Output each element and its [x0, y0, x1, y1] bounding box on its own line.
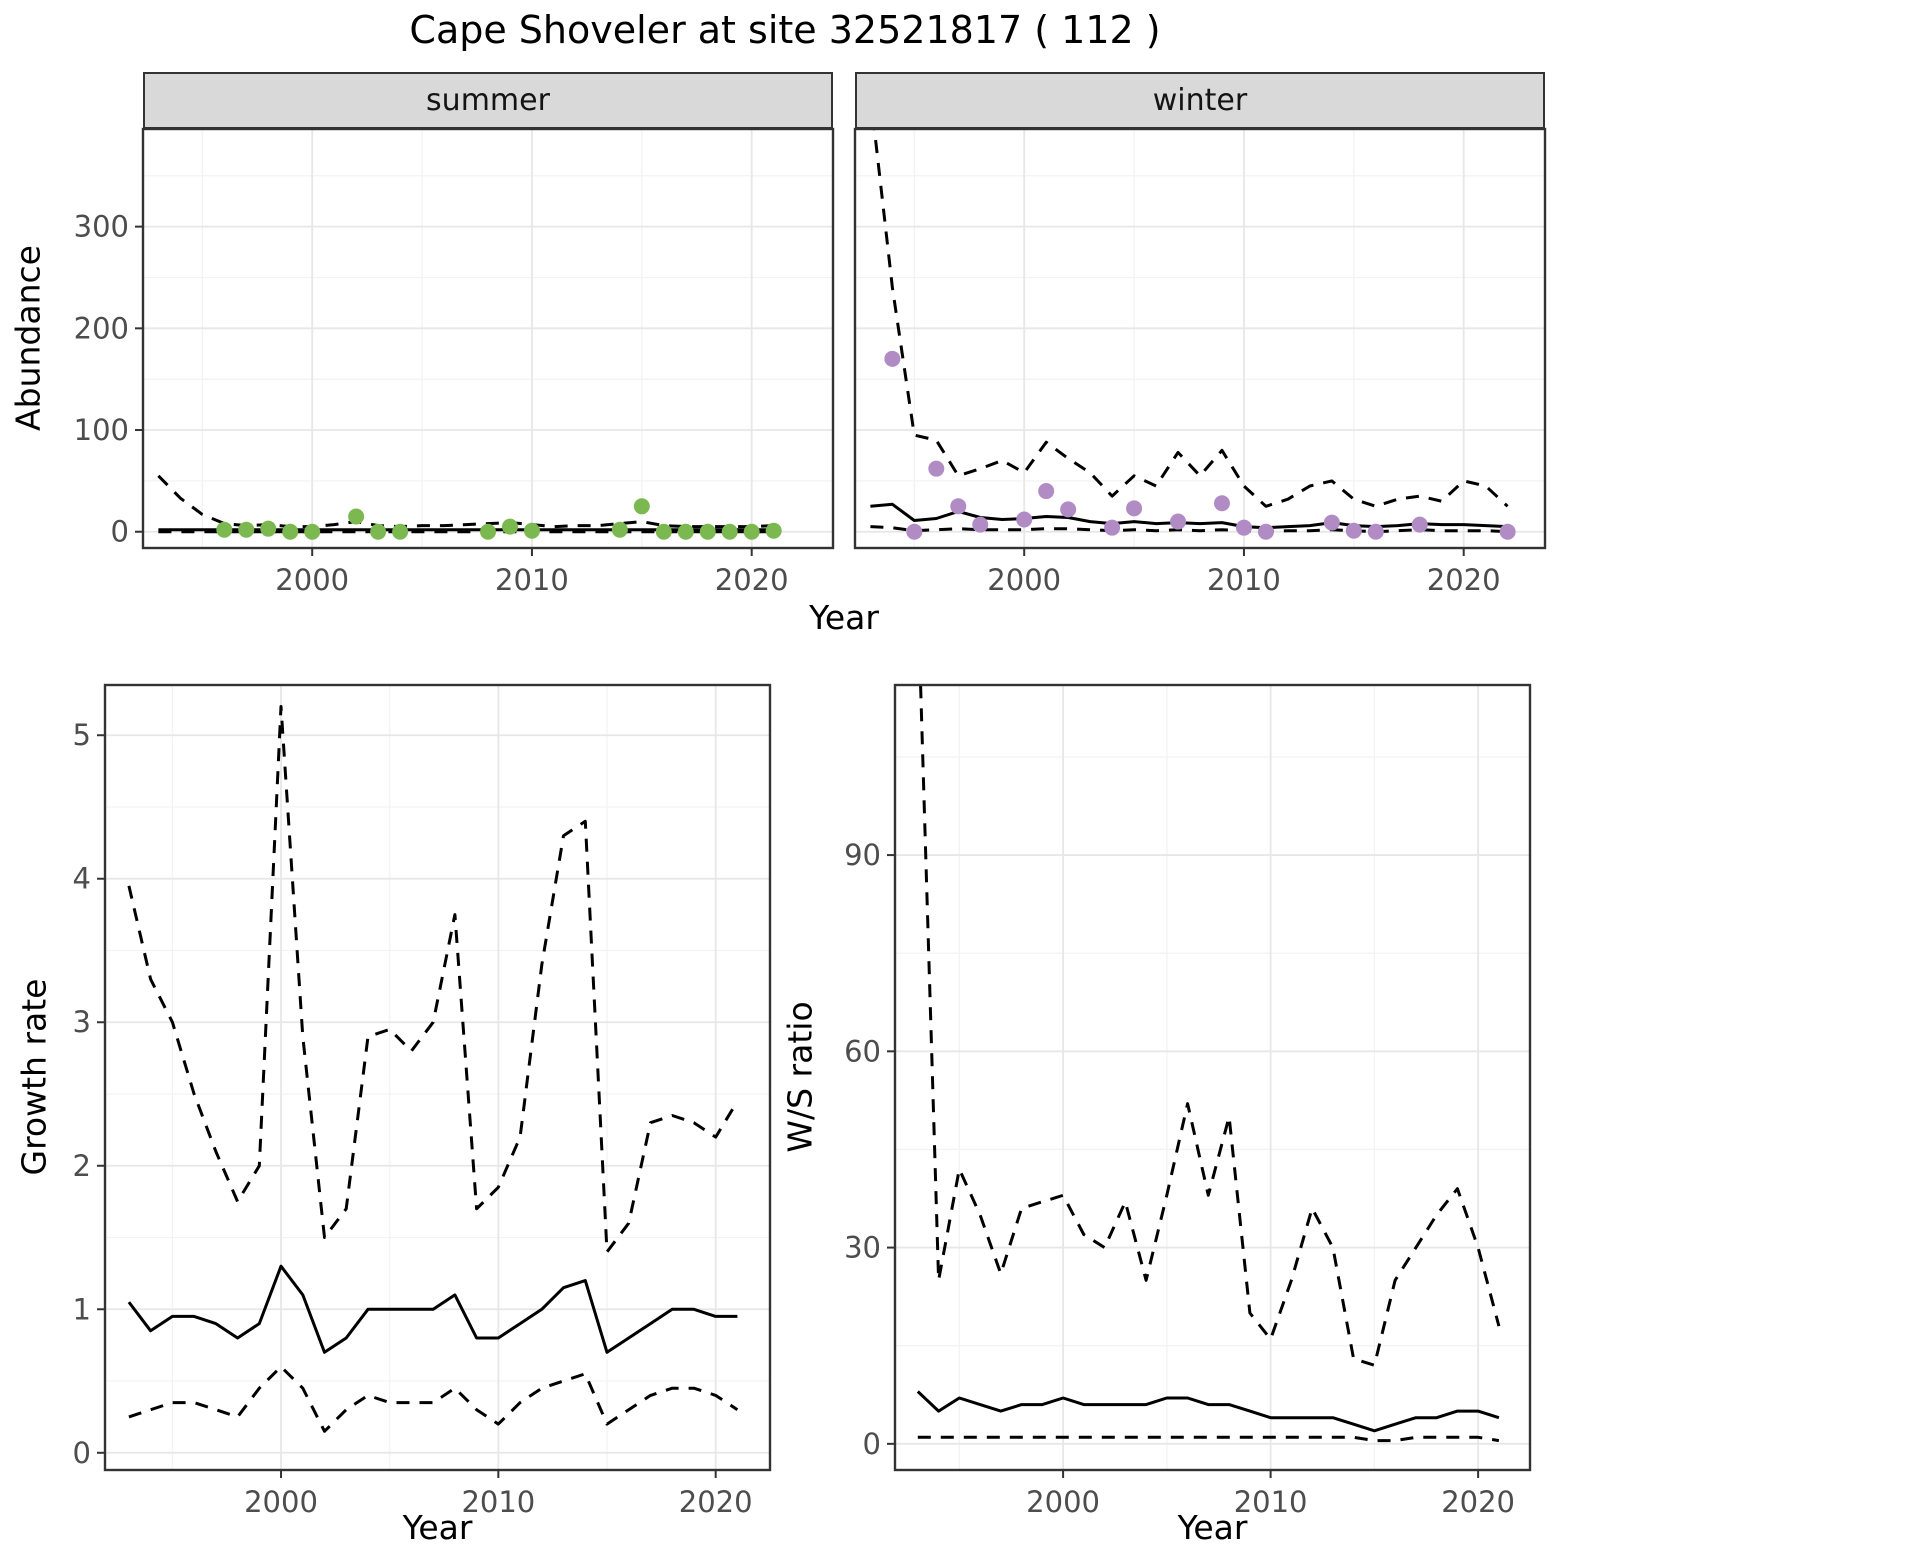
facet-label-winter: winter — [1152, 83, 1248, 118]
ws-ratio-x-axis-title: Year — [1177, 1508, 1248, 1547]
summer-abundance-chart: 2000 2010 2020 0 100 200 300 — [74, 127, 835, 597]
svg-text:2000: 2000 — [1026, 1485, 1100, 1519]
facet-label-summer: summer — [426, 83, 550, 118]
svg-text:2020: 2020 — [715, 563, 789, 597]
svg-text:0: 0 — [111, 515, 129, 549]
svg-text:2020: 2020 — [679, 1485, 753, 1519]
svg-text:0: 0 — [73, 1436, 91, 1470]
facet-strip-summer: summer — [143, 72, 833, 129]
svg-text:2020: 2020 — [1441, 1485, 1515, 1519]
svg-text:2000: 2000 — [244, 1485, 318, 1519]
svg-text:2010: 2010 — [1207, 563, 1281, 597]
facet-strip-winter: winter — [855, 72, 1545, 129]
svg-text:2000: 2000 — [275, 563, 349, 597]
svg-text:60: 60 — [844, 1034, 881, 1068]
figure-title: Cape Shoveler at site 32521817 ( 112 ) — [409, 8, 1161, 52]
growth-rate-chart: 2000 2010 2020 0 1 2 3 4 5 — [73, 683, 772, 1519]
svg-text:90: 90 — [844, 838, 881, 872]
svg-text:200: 200 — [74, 311, 129, 345]
svg-text:0: 0 — [863, 1427, 881, 1461]
svg-text:2: 2 — [73, 1149, 91, 1183]
svg-text:3: 3 — [73, 1005, 91, 1039]
winter-abundance-chart: 2000 2010 2020 — [853, 127, 1547, 597]
svg-text:4: 4 — [73, 862, 91, 896]
growth-rate-x-axis-title: Year — [402, 1508, 473, 1547]
abundance-x-axis-title: Year — [809, 598, 879, 637]
svg-text:2010: 2010 — [495, 563, 569, 597]
growth-rate-y-axis-title: Growth rate — [14, 978, 54, 1176]
svg-text:2010: 2010 — [461, 1485, 535, 1519]
ws-ratio-y-axis-title: W/S ratio — [780, 1001, 820, 1153]
svg-text:2010: 2010 — [1234, 1485, 1308, 1519]
svg-text:100: 100 — [74, 413, 129, 447]
svg-text:30: 30 — [844, 1231, 881, 1265]
svg-text:1: 1 — [73, 1292, 91, 1326]
abundance-y-axis-title: Abundance — [8, 245, 48, 431]
svg-text:2020: 2020 — [1427, 563, 1501, 597]
ws-ratio-chart: 2000 2010 2020 0 30 60 90 — [844, 683, 1532, 1519]
svg-text:2000: 2000 — [987, 563, 1061, 597]
svg-text:300: 300 — [74, 210, 129, 244]
svg-text:5: 5 — [73, 718, 91, 752]
